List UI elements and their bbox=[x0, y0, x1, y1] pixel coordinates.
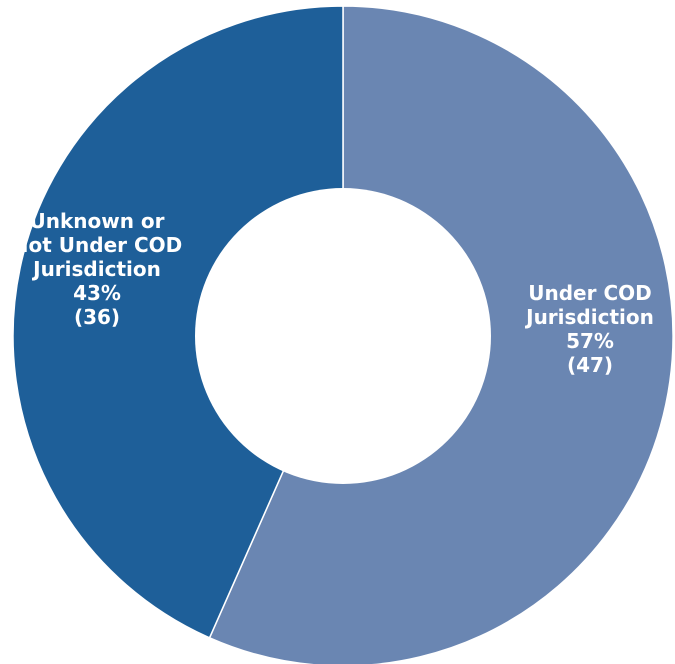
slice-label-line: Under COD bbox=[528, 281, 651, 305]
slice-label-line: Not Under COD bbox=[12, 233, 182, 257]
pie-slice-1 bbox=[12, 5, 344, 639]
slice-label-line: Unknown or bbox=[29, 209, 164, 233]
donut-hole bbox=[195, 188, 491, 484]
slice-label-line: Jurisdiction bbox=[31, 257, 161, 281]
slice-count-label: (36) bbox=[74, 305, 120, 329]
slice-percent-label: 57% bbox=[566, 329, 614, 353]
slice-count-label: (47) bbox=[567, 353, 613, 377]
labels-layer: Under COD Jurisdiction 57% (47)Unknown or No… bbox=[12, 209, 654, 377]
slice-label-1: Unknown or Not Under COD Jurisdiction 43% (3… bbox=[12, 209, 182, 329]
slice-label-0: Under COD Jurisdiction 57% (47) bbox=[524, 281, 654, 377]
slice-percent-label: 43% bbox=[73, 281, 121, 305]
slice-label-line: Jurisdiction bbox=[524, 305, 654, 329]
